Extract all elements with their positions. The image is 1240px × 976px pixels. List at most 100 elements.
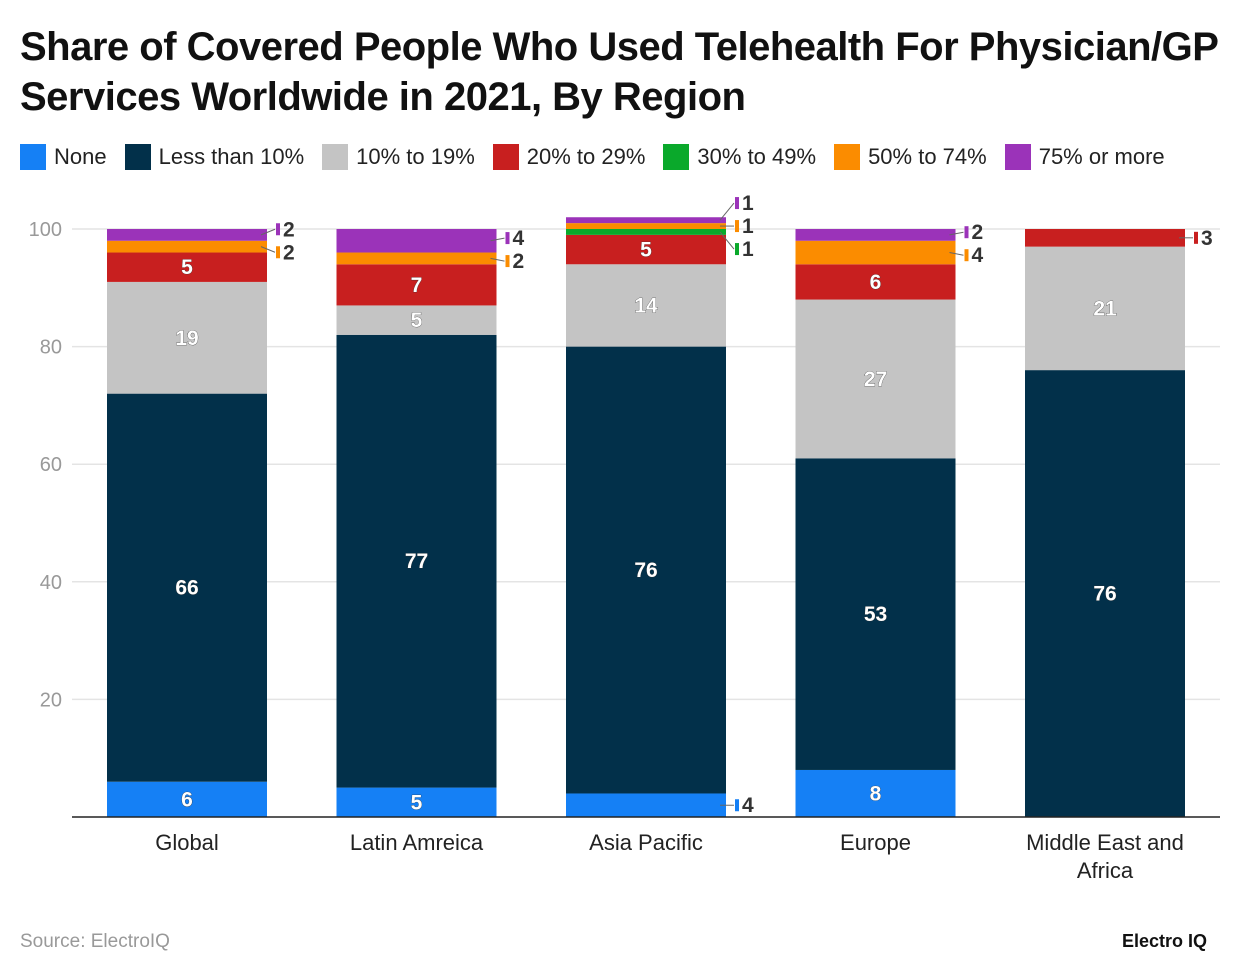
label-color-marker xyxy=(505,232,510,245)
label-leader-line xyxy=(260,246,276,253)
label-color-marker xyxy=(735,220,739,233)
y-tick-label: 20 xyxy=(40,689,62,711)
legend-swatch xyxy=(20,144,46,170)
label-color-marker xyxy=(735,799,739,812)
legend-item: 10% to 19% xyxy=(322,144,475,170)
data-label: 1 xyxy=(742,192,754,215)
bar-segment xyxy=(566,793,726,817)
label-color-marker xyxy=(505,255,510,268)
y-tick-label: 100 xyxy=(29,219,62,241)
label-leader-line xyxy=(719,202,735,221)
bar-segment xyxy=(107,229,267,241)
data-label: 4 xyxy=(742,794,754,817)
label-color-marker xyxy=(1194,231,1198,244)
data-label: 7 xyxy=(411,274,423,297)
bar-segment xyxy=(795,299,956,459)
label-color-marker xyxy=(964,249,969,262)
legend-label: 20% to 29% xyxy=(526,144,646,169)
label-leader-line xyxy=(490,257,505,262)
legend-label: Less than 10% xyxy=(158,144,305,169)
data-label: 6 xyxy=(181,788,193,811)
label-color-marker xyxy=(276,223,280,236)
brand-logo: Electro IQ xyxy=(1121,931,1207,951)
label-color-marker xyxy=(276,246,280,259)
data-label: 27 xyxy=(864,368,887,391)
data-label: 76 xyxy=(634,559,657,582)
bar-segment xyxy=(107,240,267,253)
x-tick-label: Global xyxy=(155,830,219,855)
data-label: 2 xyxy=(283,218,295,241)
y-tick-label: 40 xyxy=(40,572,62,594)
bar-segment xyxy=(795,769,956,817)
legend-swatch xyxy=(663,144,690,170)
data-label: 4 xyxy=(513,227,525,250)
legend-swatch xyxy=(1004,144,1031,170)
bar-segment xyxy=(566,229,726,235)
chart-title: Share of Covered People Who Used Telehea… xyxy=(20,25,1218,119)
label-color-marker xyxy=(735,243,739,256)
data-label: 4 xyxy=(972,244,984,267)
bar-segment xyxy=(1025,229,1185,247)
data-label: 76 xyxy=(1093,583,1116,606)
legend: None Less than 10% 10% to 19% 20% to 29% 30%… xyxy=(20,144,1183,170)
bar-segment xyxy=(336,252,497,265)
bar-segment xyxy=(107,281,267,394)
legend-label: 10% to 19% xyxy=(356,144,475,169)
data-label: 21 xyxy=(1093,297,1117,320)
bar-segment xyxy=(336,264,497,306)
data-label: 5 xyxy=(181,256,193,279)
bar-segment xyxy=(795,240,956,265)
source-note: Source: ElectroIQ xyxy=(20,931,170,952)
label-color-marker xyxy=(735,197,739,210)
data-label: 8 xyxy=(870,782,882,805)
legend-label: 75% or more xyxy=(1038,144,1165,169)
label-leader-line xyxy=(260,228,276,236)
data-label: 14 xyxy=(634,294,658,317)
label-color-marker xyxy=(964,226,969,239)
x-tick-label: Africa xyxy=(1077,858,1134,883)
data-label: 5 xyxy=(411,309,423,332)
y-tick-label: 80 xyxy=(40,337,62,359)
bar-segment xyxy=(566,217,726,224)
bar-segment xyxy=(1025,246,1185,371)
x-tick-label: Europe xyxy=(840,830,911,855)
bar-segment xyxy=(566,264,726,347)
bar-segment xyxy=(107,252,267,282)
data-label: 2 xyxy=(283,241,295,264)
legend-label: 50% to 74% xyxy=(868,144,987,169)
legend-swatch xyxy=(834,144,861,170)
data-label: 3 xyxy=(1201,227,1213,250)
bar-segment xyxy=(795,458,956,770)
data-label: 53 xyxy=(864,603,887,626)
legend-item: 20% to 29% xyxy=(492,144,646,170)
bar-segment xyxy=(336,787,497,817)
legend-item: 75% or more xyxy=(1004,144,1165,170)
data-label: 1 xyxy=(742,238,754,261)
label-leader-line xyxy=(719,231,735,250)
data-label: 5 xyxy=(411,791,423,814)
data-label: 5 xyxy=(640,239,652,262)
bar-segment xyxy=(107,781,267,817)
data-label: 19 xyxy=(175,327,198,350)
bar-segment xyxy=(566,234,726,265)
x-tick-label: Middle East and xyxy=(1026,830,1184,855)
data-label: 77 xyxy=(405,550,428,573)
legend-label: None xyxy=(54,144,107,169)
x-tick-label: Asia Pacific xyxy=(589,830,703,855)
legend-label: 30% to 49% xyxy=(697,144,817,169)
data-label: 6 xyxy=(870,271,882,294)
data-label: 1 xyxy=(742,215,754,238)
bar-segment xyxy=(336,334,497,788)
data-label: 2 xyxy=(513,250,525,273)
legend-item: 50% to 74% xyxy=(834,144,987,170)
bar-segment xyxy=(336,229,497,253)
legend-swatch xyxy=(322,144,349,170)
bar-segment xyxy=(336,305,497,335)
x-tick-label: Latin Amreica xyxy=(350,830,484,855)
bar-segment xyxy=(566,346,726,794)
legend-item: 30% to 49% xyxy=(663,144,816,170)
legend-item: Less than 10% xyxy=(124,144,305,170)
legend-swatch xyxy=(492,144,519,170)
bar-segment xyxy=(795,229,956,241)
